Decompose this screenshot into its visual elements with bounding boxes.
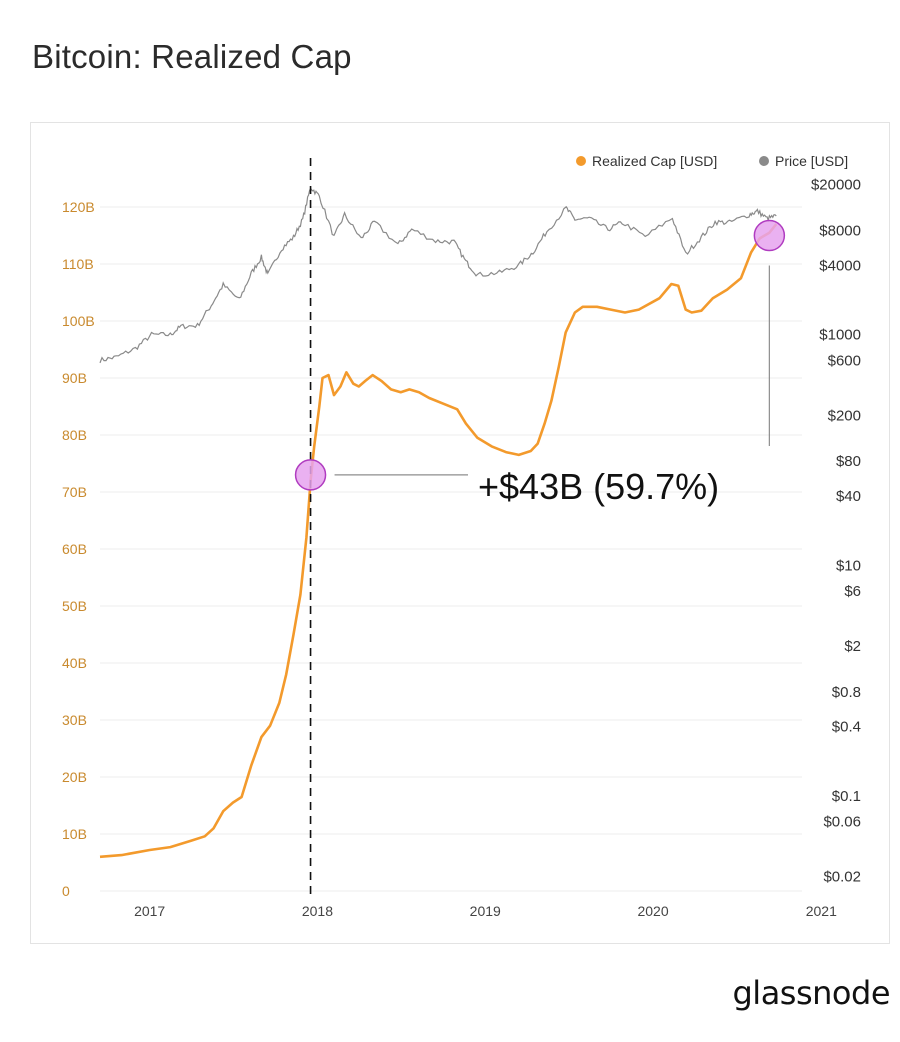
left-axis-tick-label: 40B bbox=[62, 655, 87, 671]
right-axis-tick-label: $6 bbox=[844, 583, 861, 600]
left-axis-tick-label: 30B bbox=[62, 712, 87, 728]
left-axis-tick-label: 90B bbox=[62, 370, 87, 386]
left-axis-tick-label: 50B bbox=[62, 598, 87, 614]
chart-title: Bitcoin: Realized Cap bbox=[32, 38, 352, 75]
left-axis-tick-label: 0 bbox=[62, 883, 70, 899]
right-axis-tick-label: $20000 bbox=[811, 177, 861, 194]
right-axis-tick-label: $200 bbox=[828, 407, 861, 424]
left-axis-tick-label: 80B bbox=[62, 427, 87, 443]
right-axis-tick-label: $40 bbox=[836, 488, 861, 505]
left-axis-tick-label: 110B bbox=[62, 256, 94, 272]
right-axis-tick-label: $0.8 bbox=[832, 684, 861, 701]
legend-label-price: Price [USD] bbox=[775, 153, 848, 169]
right-axis-tick-label: $600 bbox=[828, 352, 861, 369]
right-axis-tick-label: $0.4 bbox=[832, 719, 861, 736]
x-axis-tick-label: 2018 bbox=[302, 903, 333, 919]
annotation-marker bbox=[294, 459, 327, 491]
legend-label-realized-cap: Realized Cap [USD] bbox=[592, 153, 717, 169]
left-axis-tick-label: 60B bbox=[62, 541, 87, 557]
x-axis-tick-label: 2020 bbox=[637, 903, 668, 919]
left-axis-tick-label: 100B bbox=[62, 313, 95, 329]
right-axis-tick-label: $2 bbox=[844, 638, 861, 655]
right-axis-tick-label: $4000 bbox=[819, 257, 861, 274]
legend-marker-price bbox=[759, 156, 769, 166]
brand-logo: glassnode bbox=[732, 974, 890, 1012]
right-axis-tick-label: $0.02 bbox=[823, 869, 861, 886]
price-series-line bbox=[99, 187, 777, 364]
right-axis-tick-label: $1000 bbox=[819, 327, 861, 344]
left-axis-tick-label: 120B bbox=[62, 199, 95, 215]
right-axis-tick-label: $0.06 bbox=[823, 814, 861, 831]
right-axis-tick-label: $80 bbox=[836, 453, 861, 470]
x-axis-tick-label: 2017 bbox=[134, 903, 165, 919]
right-axis-tick-label: $8000 bbox=[819, 223, 861, 240]
right-axis-tick-label: $0.1 bbox=[832, 788, 861, 805]
x-axis-tick-label: 2021 bbox=[806, 903, 837, 919]
legend-marker-realized-cap bbox=[576, 156, 586, 166]
left-axis-tick-label: 10B bbox=[62, 826, 87, 842]
chart-frame bbox=[30, 122, 890, 944]
realized-cap-series-line bbox=[99, 223, 778, 859]
right-axis-tick-label: $10 bbox=[836, 557, 861, 574]
x-axis-tick-label: 2019 bbox=[470, 903, 501, 919]
left-axis-tick-label: 70B bbox=[62, 484, 87, 500]
annotation-marker bbox=[753, 219, 786, 252]
annotation-text: +$43B (59.7%) bbox=[478, 466, 719, 507]
left-axis-tick-label: 20B bbox=[62, 769, 87, 785]
